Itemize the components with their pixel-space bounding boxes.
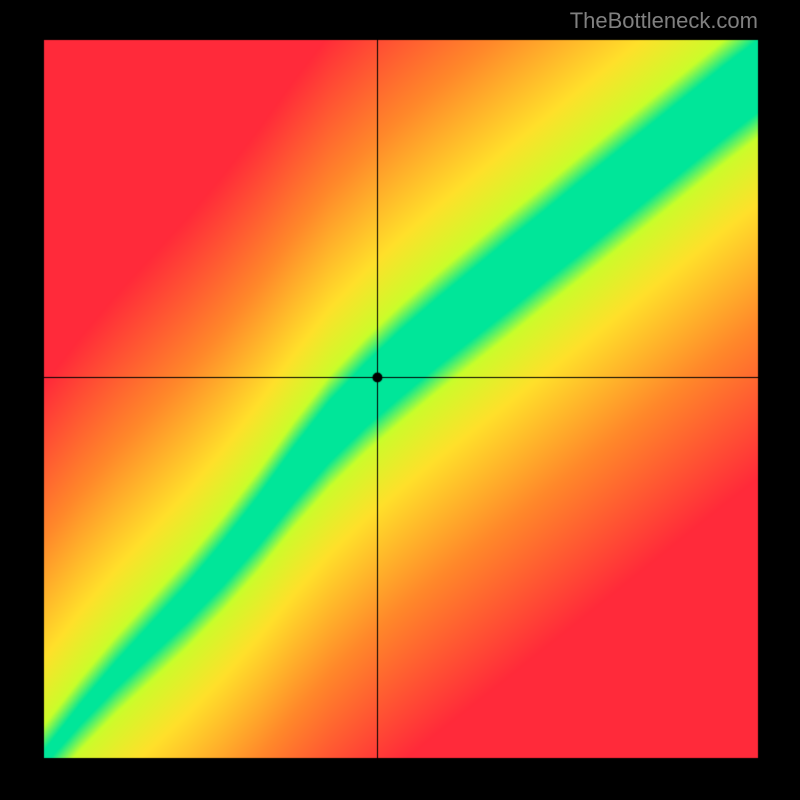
chart-container: TheBottleneck.com bbox=[0, 0, 800, 800]
bottleneck-heatmap bbox=[0, 0, 800, 800]
watermark-text: TheBottleneck.com bbox=[570, 8, 758, 34]
